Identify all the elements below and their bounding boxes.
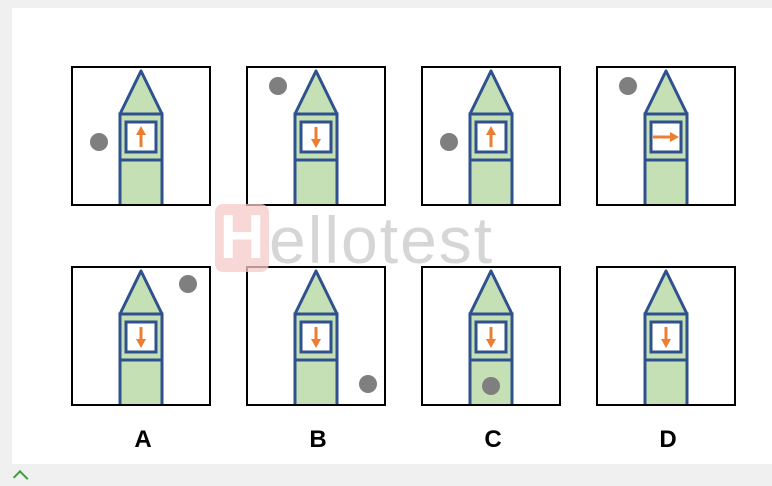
arrow-up-icon — [486, 126, 496, 147]
option-label-a[interactable]: A — [134, 426, 152, 453]
option-label-c[interactable]: C — [484, 426, 502, 453]
arrow-head — [661, 339, 671, 348]
top-panel-3 — [421, 66, 561, 206]
tower-figure — [468, 269, 514, 404]
tower-base — [293, 358, 339, 404]
tower-figure — [643, 269, 689, 404]
option-label-b[interactable]: B — [309, 426, 327, 453]
gray-dot — [482, 377, 500, 395]
tower-figure — [269, 69, 339, 204]
option-label-d[interactable]: D — [659, 426, 677, 453]
tower-figure — [118, 269, 197, 404]
tower-figure — [619, 69, 689, 204]
arrow-head — [311, 339, 321, 348]
tower-roof — [293, 69, 339, 116]
gray-dot — [359, 375, 377, 393]
arrow-up-icon — [136, 126, 146, 147]
option-panel-c[interactable] — [421, 266, 561, 406]
arrow-down-icon — [136, 327, 146, 348]
puzzle-canvas: A B C D H ellotest — [12, 8, 772, 464]
tower-roof — [118, 69, 164, 116]
tower-roof — [118, 269, 164, 316]
tower-figure — [440, 69, 514, 204]
arrow-down-icon — [661, 327, 671, 348]
arrow-head — [486, 339, 496, 348]
arrow-head — [670, 132, 679, 142]
tower-base — [118, 158, 164, 204]
gray-dot — [619, 77, 637, 95]
top-panel-2 — [246, 66, 386, 206]
tower-roof — [468, 69, 514, 116]
option-panel-a[interactable] — [71, 266, 211, 406]
tower-roof — [643, 69, 689, 116]
tower-base — [643, 358, 689, 404]
gray-dot — [90, 133, 108, 151]
arrow-head — [311, 139, 321, 148]
arrow-down-icon — [311, 327, 321, 348]
watermark-logo-letter: H — [215, 204, 269, 272]
top-panel-1 — [71, 66, 211, 206]
arrow-down-icon — [311, 127, 321, 148]
tower-figure — [293, 269, 377, 404]
tower-base — [643, 158, 689, 204]
tower-base — [293, 158, 339, 204]
gray-dot — [179, 275, 197, 293]
option-panel-b[interactable] — [246, 266, 386, 406]
arrow-head — [136, 126, 146, 135]
gray-dot — [440, 133, 458, 151]
arrow-head — [486, 126, 496, 135]
option-panel-d[interactable] — [596, 266, 736, 406]
tower-roof — [293, 269, 339, 316]
tower-figure — [90, 69, 164, 204]
tower-base — [468, 158, 514, 204]
tower-base — [118, 358, 164, 404]
top-panel-4 — [596, 66, 736, 206]
arrow-down-icon — [486, 327, 496, 348]
gray-dot — [269, 77, 287, 95]
arrow-right-icon — [653, 132, 679, 142]
arrow-head — [136, 339, 146, 348]
tower-roof — [643, 269, 689, 316]
tower-roof — [468, 269, 514, 316]
